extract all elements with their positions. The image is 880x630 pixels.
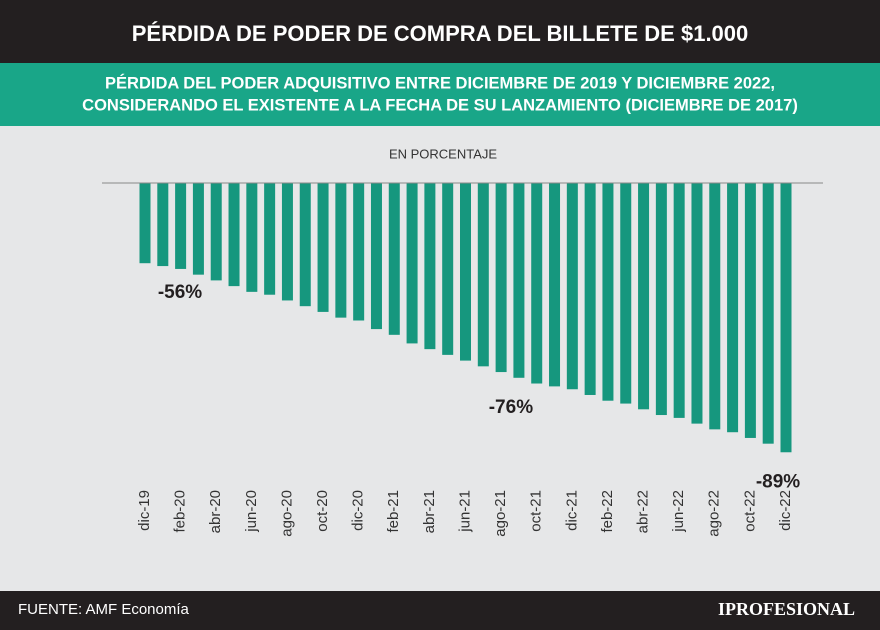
bar — [655, 183, 667, 416]
footer-band — [0, 591, 880, 630]
bar — [228, 183, 240, 287]
bar — [157, 183, 169, 267]
bar — [549, 183, 561, 387]
bar — [460, 183, 471, 361]
x-tick-label: abr-20 — [207, 490, 224, 533]
subtitle: CONSIDERANDO EL EXISTENTE A LA FECHA DE … — [82, 96, 798, 114]
bar — [442, 183, 454, 355]
subtitle: PÉRDIDA DEL PODER ADQUISITIVO ENTRE DICI… — [105, 73, 775, 92]
bar — [620, 183, 632, 404]
bar — [513, 183, 525, 378]
x-tick-label: abr-21 — [421, 490, 438, 533]
x-tick-label: feb-22 — [599, 490, 616, 533]
bar — [673, 183, 685, 418]
bar — [602, 183, 614, 401]
logo: IPROFESIONAL — [718, 599, 855, 619]
title-band — [0, 0, 880, 63]
data-label: -76% — [489, 397, 533, 418]
subtitle-band — [0, 63, 880, 126]
x-tick-label: dic-20 — [350, 490, 367, 531]
bar — [281, 183, 293, 301]
x-tick-label: feb-20 — [172, 490, 189, 533]
bar — [264, 183, 276, 295]
x-tick-label: dic-21 — [563, 490, 580, 531]
x-tick-label: jun-21 — [456, 490, 473, 533]
x-tick-label: ago-22 — [706, 490, 723, 537]
x-tick-label: dic-19 — [136, 490, 153, 531]
bar — [584, 183, 596, 395]
bar — [495, 183, 507, 373]
bar — [299, 183, 311, 307]
bar — [388, 183, 400, 335]
bar — [335, 183, 347, 318]
x-tick-label: oct-20 — [314, 490, 331, 532]
bar — [175, 183, 187, 269]
bar — [246, 183, 258, 292]
bar — [317, 183, 329, 312]
bar — [780, 183, 792, 453]
x-tick-label: feb-21 — [385, 490, 402, 533]
bar — [762, 183, 774, 444]
chart-title: PÉRDIDA DE PODER DE COMPRA DEL BILLETE D… — [132, 21, 749, 46]
bar — [406, 183, 418, 344]
bar — [691, 183, 703, 424]
bar — [210, 183, 222, 281]
bar — [709, 183, 721, 430]
bar — [727, 183, 739, 433]
bar — [531, 183, 543, 384]
data-label: -56% — [158, 282, 202, 303]
bar — [638, 183, 650, 410]
bar — [424, 183, 436, 350]
x-tick-label: ago-20 — [278, 490, 295, 537]
x-tick-label: ago-21 — [492, 490, 509, 537]
bar — [353, 183, 365, 321]
bar — [370, 183, 382, 330]
y-axis-label: EN PORCENTAJE — [389, 146, 497, 161]
bar — [566, 183, 578, 390]
x-tick-label: oct-22 — [741, 490, 758, 532]
bar — [139, 183, 151, 264]
bar — [477, 183, 489, 367]
data-label: -89% — [756, 471, 800, 492]
source: FUENTE: AMF Economía — [18, 601, 190, 618]
bar — [192, 183, 204, 275]
x-tick-label: oct-21 — [528, 490, 545, 532]
x-tick-label: jun-20 — [243, 490, 260, 533]
x-tick-label: jun-22 — [670, 490, 687, 533]
bar — [744, 183, 756, 438]
x-tick-label: abr-22 — [635, 490, 652, 533]
x-tick-label: dic-22 — [777, 490, 794, 531]
